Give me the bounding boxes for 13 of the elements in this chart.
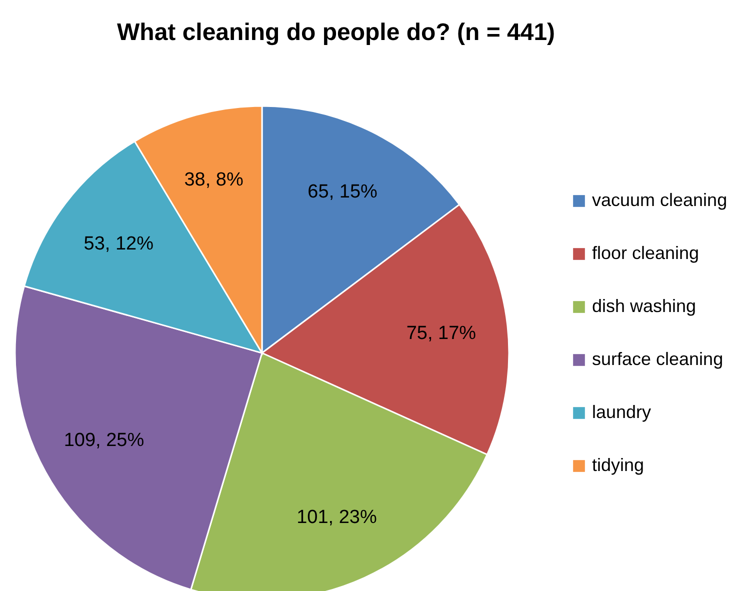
legend-label: floor cleaning <box>592 243 700 263</box>
data-label: 38, 8% <box>184 169 244 190</box>
legend-label: dish washing <box>592 296 696 316</box>
data-label: 65, 15% <box>308 182 378 203</box>
legend-label: tidying <box>592 455 644 475</box>
legend-label: laundry <box>592 402 652 422</box>
legend-label: surface cleaning <box>592 349 724 369</box>
chart-title: What cleaning do people do? (n = 441) <box>117 19 556 46</box>
data-label: 101, 23% <box>296 507 377 528</box>
data-label: 75, 17% <box>406 323 476 344</box>
data-label: 109, 25% <box>64 430 144 451</box>
legend-label: vacuum cleaning <box>592 190 728 210</box>
data-label: 53, 12% <box>84 234 154 255</box>
